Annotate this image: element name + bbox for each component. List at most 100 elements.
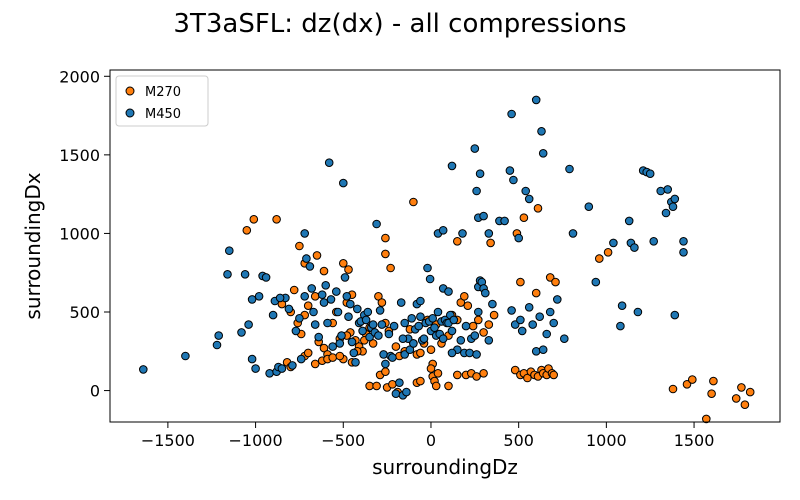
- data-point-m450: [447, 161, 457, 171]
- data-point-m270: [595, 254, 604, 263]
- data-point-m270: [472, 372, 481, 381]
- data-point-m450: [244, 320, 253, 329]
- data-point-m270: [344, 265, 353, 274]
- data-point-m450: [516, 315, 525, 325]
- x-tick-label: −1500: [141, 431, 195, 450]
- data-point-m450: [514, 233, 524, 243]
- data-point-m450: [240, 270, 250, 279]
- data-point-m270: [456, 298, 466, 307]
- data-point-m450: [414, 321, 424, 331]
- data-point-m270: [668, 384, 678, 394]
- data-point-m270: [249, 215, 259, 224]
- data-point-m450: [374, 331, 383, 340]
- data-point-m270: [368, 339, 378, 348]
- data-point-m450: [447, 326, 457, 336]
- data-point-m450: [333, 307, 343, 317]
- data-point-m450: [670, 310, 680, 320]
- data-point-m450: [438, 334, 448, 344]
- chart-title: 3T3aSFL: dz(dx) - all compressions: [173, 9, 626, 39]
- data-point-m450: [342, 292, 352, 301]
- data-point-m450: [584, 202, 594, 211]
- x-tick-label: 1500: [674, 431, 715, 450]
- data-point-m450: [347, 337, 357, 347]
- data-point-m450: [377, 320, 387, 329]
- data-point-m450: [363, 307, 373, 317]
- data-point-m270: [479, 328, 488, 337]
- data-point-m450: [284, 304, 294, 314]
- data-point-m450: [624, 216, 634, 226]
- data-point-m270: [381, 249, 390, 259]
- data-point-m450: [310, 320, 320, 329]
- data-point-m450: [663, 185, 673, 194]
- data-point-m270: [312, 251, 322, 260]
- data-point-m270: [468, 321, 478, 331]
- data-point-m450: [670, 194, 680, 204]
- data-point-m450: [633, 307, 643, 317]
- legend-marker-m270: [125, 86, 135, 96]
- data-point-m450: [332, 287, 341, 296]
- data-point-m450: [472, 186, 481, 196]
- data-point-m450: [545, 307, 555, 317]
- data-point-m450: [465, 348, 474, 358]
- plot-frame: [109, 69, 781, 423]
- data-point-m450: [139, 365, 148, 374]
- legend-label-m450: M450: [145, 107, 181, 122]
- data-point-m450: [617, 301, 627, 311]
- data-point-m450: [609, 238, 618, 248]
- data-point-m450: [656, 186, 666, 196]
- data-point-m270: [242, 226, 252, 235]
- legend: M270 M450: [115, 75, 209, 127]
- data-point-m270: [416, 348, 425, 358]
- data-point-m450: [265, 369, 274, 378]
- data-point-m450: [535, 312, 545, 322]
- data-point-m270: [533, 204, 543, 213]
- data-point-m450: [645, 169, 655, 178]
- data-point-m450: [500, 216, 509, 226]
- data-point-m450: [391, 389, 401, 399]
- data-point-m450: [524, 303, 534, 312]
- data-point-m450: [379, 350, 388, 359]
- data-point-m270: [731, 394, 741, 403]
- data-point-m450: [423, 263, 432, 273]
- data-point-m450: [328, 342, 338, 351]
- data-point-m450: [616, 321, 625, 331]
- data-point-m270: [303, 348, 313, 358]
- data-point-m450: [479, 211, 488, 221]
- data-point-m450: [288, 361, 297, 370]
- data-point-m450: [317, 290, 327, 300]
- data-point-m450: [444, 287, 453, 296]
- data-point-m450: [538, 345, 548, 355]
- data-point-m450: [296, 354, 306, 364]
- data-point-m450: [400, 318, 410, 328]
- data-point-m450: [295, 314, 304, 323]
- data-point-m450: [340, 273, 350, 282]
- data-point-m270: [377, 298, 387, 307]
- y-tick-label: 2000: [59, 67, 100, 86]
- data-point-m450: [521, 186, 531, 196]
- data-point-m450: [251, 364, 260, 373]
- data-point-m450: [353, 304, 362, 314]
- data-point-m270: [426, 345, 436, 355]
- data-point-m450: [398, 334, 408, 344]
- data-point-m270: [702, 414, 711, 424]
- data-point-m450: [384, 329, 394, 339]
- data-point-m270: [328, 353, 338, 362]
- data-point-m450: [528, 320, 538, 329]
- data-point-m450: [212, 340, 222, 350]
- data-point-m450: [668, 202, 678, 211]
- data-point-m270: [737, 383, 746, 392]
- data-point-m450: [237, 328, 246, 337]
- data-point-m450: [507, 109, 516, 119]
- data-point-m270: [463, 301, 473, 311]
- data-point-m270: [310, 292, 320, 301]
- data-point-m450: [349, 348, 359, 358]
- data-point-m270: [319, 343, 329, 353]
- data-point-m450: [291, 326, 301, 336]
- data-point-m450: [300, 229, 310, 238]
- data-point-m450: [375, 306, 385, 315]
- data-point-m270: [310, 359, 320, 369]
- data-point-m270: [484, 320, 494, 329]
- data-point-m270: [381, 233, 390, 243]
- data-point-m270: [453, 370, 462, 380]
- data-point-m270: [489, 310, 499, 320]
